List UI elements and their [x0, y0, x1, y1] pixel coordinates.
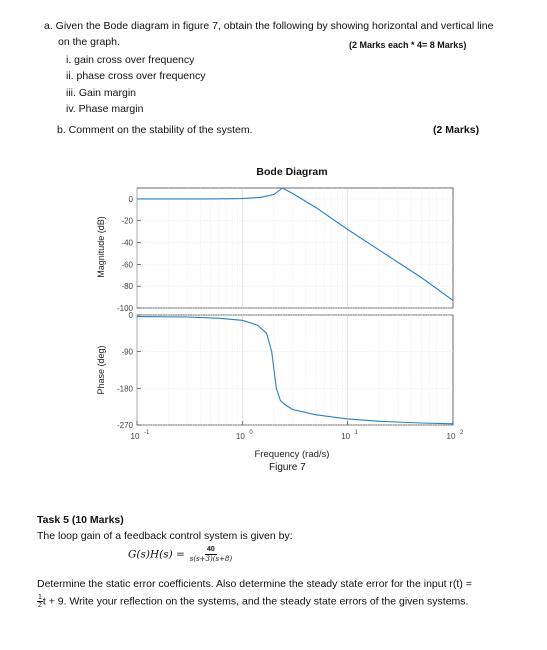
phase-plot-area — [136, 314, 454, 426]
question-a-item-4: iv. Phase margin — [66, 103, 144, 115]
y-tick-label: -20 — [121, 217, 133, 226]
question-a-marks: (2 Marks each * 4= 8 Marks) — [349, 40, 467, 50]
y-tick-label: -270 — [117, 421, 134, 430]
x-tick-label: 10 — [236, 432, 245, 441]
y-tick-label: -40 — [121, 239, 133, 248]
task5-line1: Determine the static error coefficients.… — [37, 578, 472, 590]
task5-heading: Task 5 (10 Marks) — [37, 514, 124, 526]
x-tick-exponent: 2 — [460, 430, 464, 436]
x-tick-exponent: 0 — [249, 430, 253, 436]
task5-line2-text: t + 9. Write your reflection on the syst… — [42, 595, 469, 608]
question-a-item-1: i. gain cross over frequency — [66, 54, 195, 66]
x-tick-exponent: 1 — [355, 430, 359, 436]
question-b-text: b. Comment on the stability of the syste… — [57, 124, 253, 136]
question-a-line1: a. Given the Bode diagram in figure 7, o… — [44, 20, 494, 32]
y-tick-label: -80 — [121, 282, 133, 291]
y-tick-label: 0 — [129, 195, 134, 204]
phase-axis-label: Phase (deg) — [96, 345, 106, 394]
magnitude-plot-area — [136, 187, 454, 309]
figure-caption: Figure 7 — [269, 462, 306, 473]
y-tick-label: -100 — [117, 304, 134, 313]
phase-grid — [136, 314, 453, 426]
y-tick-label: 0 — [129, 311, 134, 320]
chart-title: Bode Diagram — [256, 166, 327, 178]
x-tick-label: 10 — [131, 432, 140, 441]
frequency-axis-label: Frequency (rad/s) — [255, 449, 330, 460]
input-fraction-numerator: 1 — [37, 594, 43, 602]
transfer-function-lhs: G(s)H(s) = — [128, 548, 185, 561]
y-tick-label: -60 — [121, 260, 133, 269]
magnitude-series-line — [137, 187, 454, 301]
question-a-line2: on the graph. — [58, 36, 120, 48]
input-fraction-denominator: 2 — [38, 602, 42, 609]
x-tick-label: 10 — [447, 432, 456, 441]
transfer-function-denominator: s(s+3)(s+8) — [189, 555, 233, 563]
x-tick-label: 10 — [341, 432, 350, 441]
y-tick-label: -180 — [117, 384, 134, 393]
transfer-function-fraction: 40 s(s+3)(s+8) — [188, 546, 234, 563]
question-a-item-3: iii. Gain margin — [66, 87, 137, 99]
task5-intro: The loop gain of a feedback control syst… — [37, 530, 293, 542]
question-a-item-2: ii. phase cross over frequency — [66, 70, 206, 82]
magnitude-axis-label: Magnitude (dB) — [96, 216, 106, 278]
task5-line2: 1 2 t + 9. Write your reflection on the … — [37, 594, 468, 609]
question-b-marks: (2 Marks) — [433, 124, 480, 136]
transfer-function: G(s)H(s) = 40 s(s+3)(s+8) — [128, 546, 234, 563]
y-tick-label: -90 — [121, 348, 133, 357]
transfer-function-numerator: 40 — [205, 546, 217, 555]
phase-y-ticks: 0 -90 -180 -270 — [117, 311, 141, 430]
frequency-tick-labels: 10 -1 10 0 10 1 10 2 — [131, 421, 464, 441]
x-tick-exponent: -1 — [144, 430, 150, 436]
phase-series-line — [136, 316, 454, 425]
input-fraction: 1 2 — [37, 594, 43, 609]
